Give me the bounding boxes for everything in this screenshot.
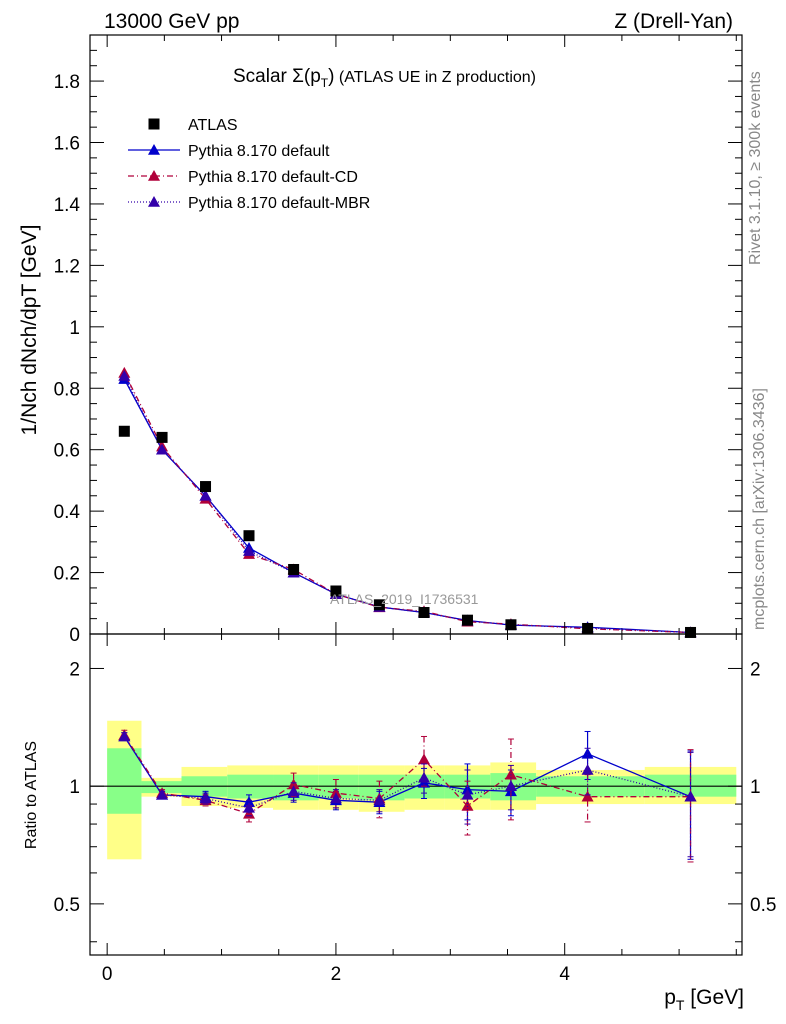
x-label-main: p <box>664 986 676 1009</box>
series-point <box>118 369 131 381</box>
y-tick-label: 0.4 <box>54 502 81 523</box>
legend-label: Pythia 8.170 default <box>188 143 330 160</box>
ratio-point <box>504 780 517 791</box>
legend-label: Pythia 8.170 default-MBR <box>188 195 370 212</box>
ratio-point <box>199 792 212 804</box>
x-tick-label: 4 <box>559 964 570 985</box>
process-label: Z (Drell-Yan) <box>614 10 733 33</box>
ratio-point <box>287 785 300 797</box>
x-axis-label: pT [GeV] <box>664 986 744 1013</box>
title-sub: T <box>321 76 329 90</box>
ratio-point <box>461 788 474 800</box>
green-band-bin <box>107 748 142 814</box>
x-label-unit: [GeV] <box>684 986 744 1009</box>
ratio-frame <box>89 633 743 956</box>
green-band-bin <box>141 781 182 794</box>
legend-marker <box>148 170 160 181</box>
atlas-point <box>505 619 517 631</box>
main-panel: 0 0.2 0.4 0.6 0.8 1 1.2 1.4 1.6 1.8 <box>54 34 743 955</box>
ratio-tick-label-right: 1 <box>750 777 761 798</box>
ratio-point <box>581 763 594 775</box>
ratio-line <box>123 736 691 809</box>
ratio-point <box>581 790 594 802</box>
title-prefix: Scalar <box>233 66 292 87</box>
ratio-point <box>118 730 131 742</box>
ratio-line <box>123 734 691 815</box>
ratio-point <box>329 792 342 804</box>
analysis-watermark: ATLAS_2019_I1736531 <box>330 591 479 607</box>
y-tick-label: 0.2 <box>54 564 80 585</box>
y-tick-label: 0.8 <box>54 379 80 400</box>
atlas-point <box>461 614 473 626</box>
atlas-point <box>330 585 342 597</box>
atlas-point <box>418 606 430 618</box>
atlas-point <box>288 563 300 575</box>
y-tick-label: 1 <box>69 318 80 339</box>
atlas-point <box>582 622 594 634</box>
legend-marker <box>148 196 160 207</box>
ratio-point <box>504 768 517 780</box>
x-tick-label: 0 <box>102 964 113 985</box>
ratio-line <box>123 736 691 803</box>
atlas-point <box>373 599 385 611</box>
ratio-point <box>418 753 431 765</box>
ratio-point <box>287 778 300 790</box>
y-tick-label: 0.6 <box>54 441 80 462</box>
energy-label: 13000 GeV pp <box>104 10 239 33</box>
ratio-tick-label: 2 <box>69 659 80 680</box>
legend-label: ATLAS <box>188 117 238 134</box>
ratio-point <box>156 788 169 800</box>
atlas-point <box>118 425 130 437</box>
ratio-y-axis-label: Ratio to ATLAS <box>23 741 40 849</box>
atlas-point <box>685 626 697 638</box>
ratio-tick-label-right: 2 <box>750 659 761 680</box>
ratio-point <box>684 790 697 802</box>
title-suffix: (ATLAS UE in Z production) <box>334 69 536 86</box>
ratio-point <box>461 799 474 811</box>
rivet-label: Rivet 3.1.10, ≥ 300k events <box>747 71 764 265</box>
legend: ATLAS Pythia 8.170 default Pythia 8.170 de… <box>128 117 370 212</box>
series-point <box>242 545 255 556</box>
y-tick-label: 1.8 <box>54 72 80 93</box>
atlas-point <box>200 481 212 493</box>
x-tick-label: 2 <box>331 964 342 985</box>
y-tick-label: 1.6 <box>54 134 80 155</box>
x-label-sub: T <box>676 997 685 1013</box>
atlas-point <box>243 530 255 542</box>
mcplots-label: mcplots.cern.ch [arXiv:1306.3436] <box>751 388 768 630</box>
y-tick-label: 1.2 <box>54 256 80 277</box>
legend-label: Pythia 8.170 default-CD <box>188 169 358 186</box>
legend-marker <box>148 144 160 155</box>
chart-title: Scalar Σ(pT) (ATLAS UE in Z production) <box>233 66 536 90</box>
title-close: ) <box>328 66 334 87</box>
atlas-point <box>156 431 168 443</box>
ratio-point <box>242 796 255 807</box>
ratio-point <box>373 794 386 806</box>
ratio-tick-label: 0.5 <box>54 895 80 916</box>
series-line <box>123 375 691 634</box>
ratio-point <box>242 801 255 813</box>
ratio-point <box>418 771 431 783</box>
y-tick-label: 0 <box>69 625 80 646</box>
legend-marker <box>148 118 160 130</box>
ratio-point <box>581 747 594 759</box>
ratio-panel: 0 2 4 0.5 0.5 1 1 2 2 <box>54 35 776 985</box>
y-axis-label: 1/Nch dNch/dpT [GeV] <box>18 225 41 436</box>
y-tick-label: 1.4 <box>54 195 81 216</box>
ratio-tick-label-right: 0.5 <box>750 895 776 916</box>
series-point <box>199 489 212 501</box>
title-sigma: Σ(p <box>292 66 321 87</box>
series-point <box>156 443 169 455</box>
ratio-tick-label: 1 <box>69 777 80 798</box>
